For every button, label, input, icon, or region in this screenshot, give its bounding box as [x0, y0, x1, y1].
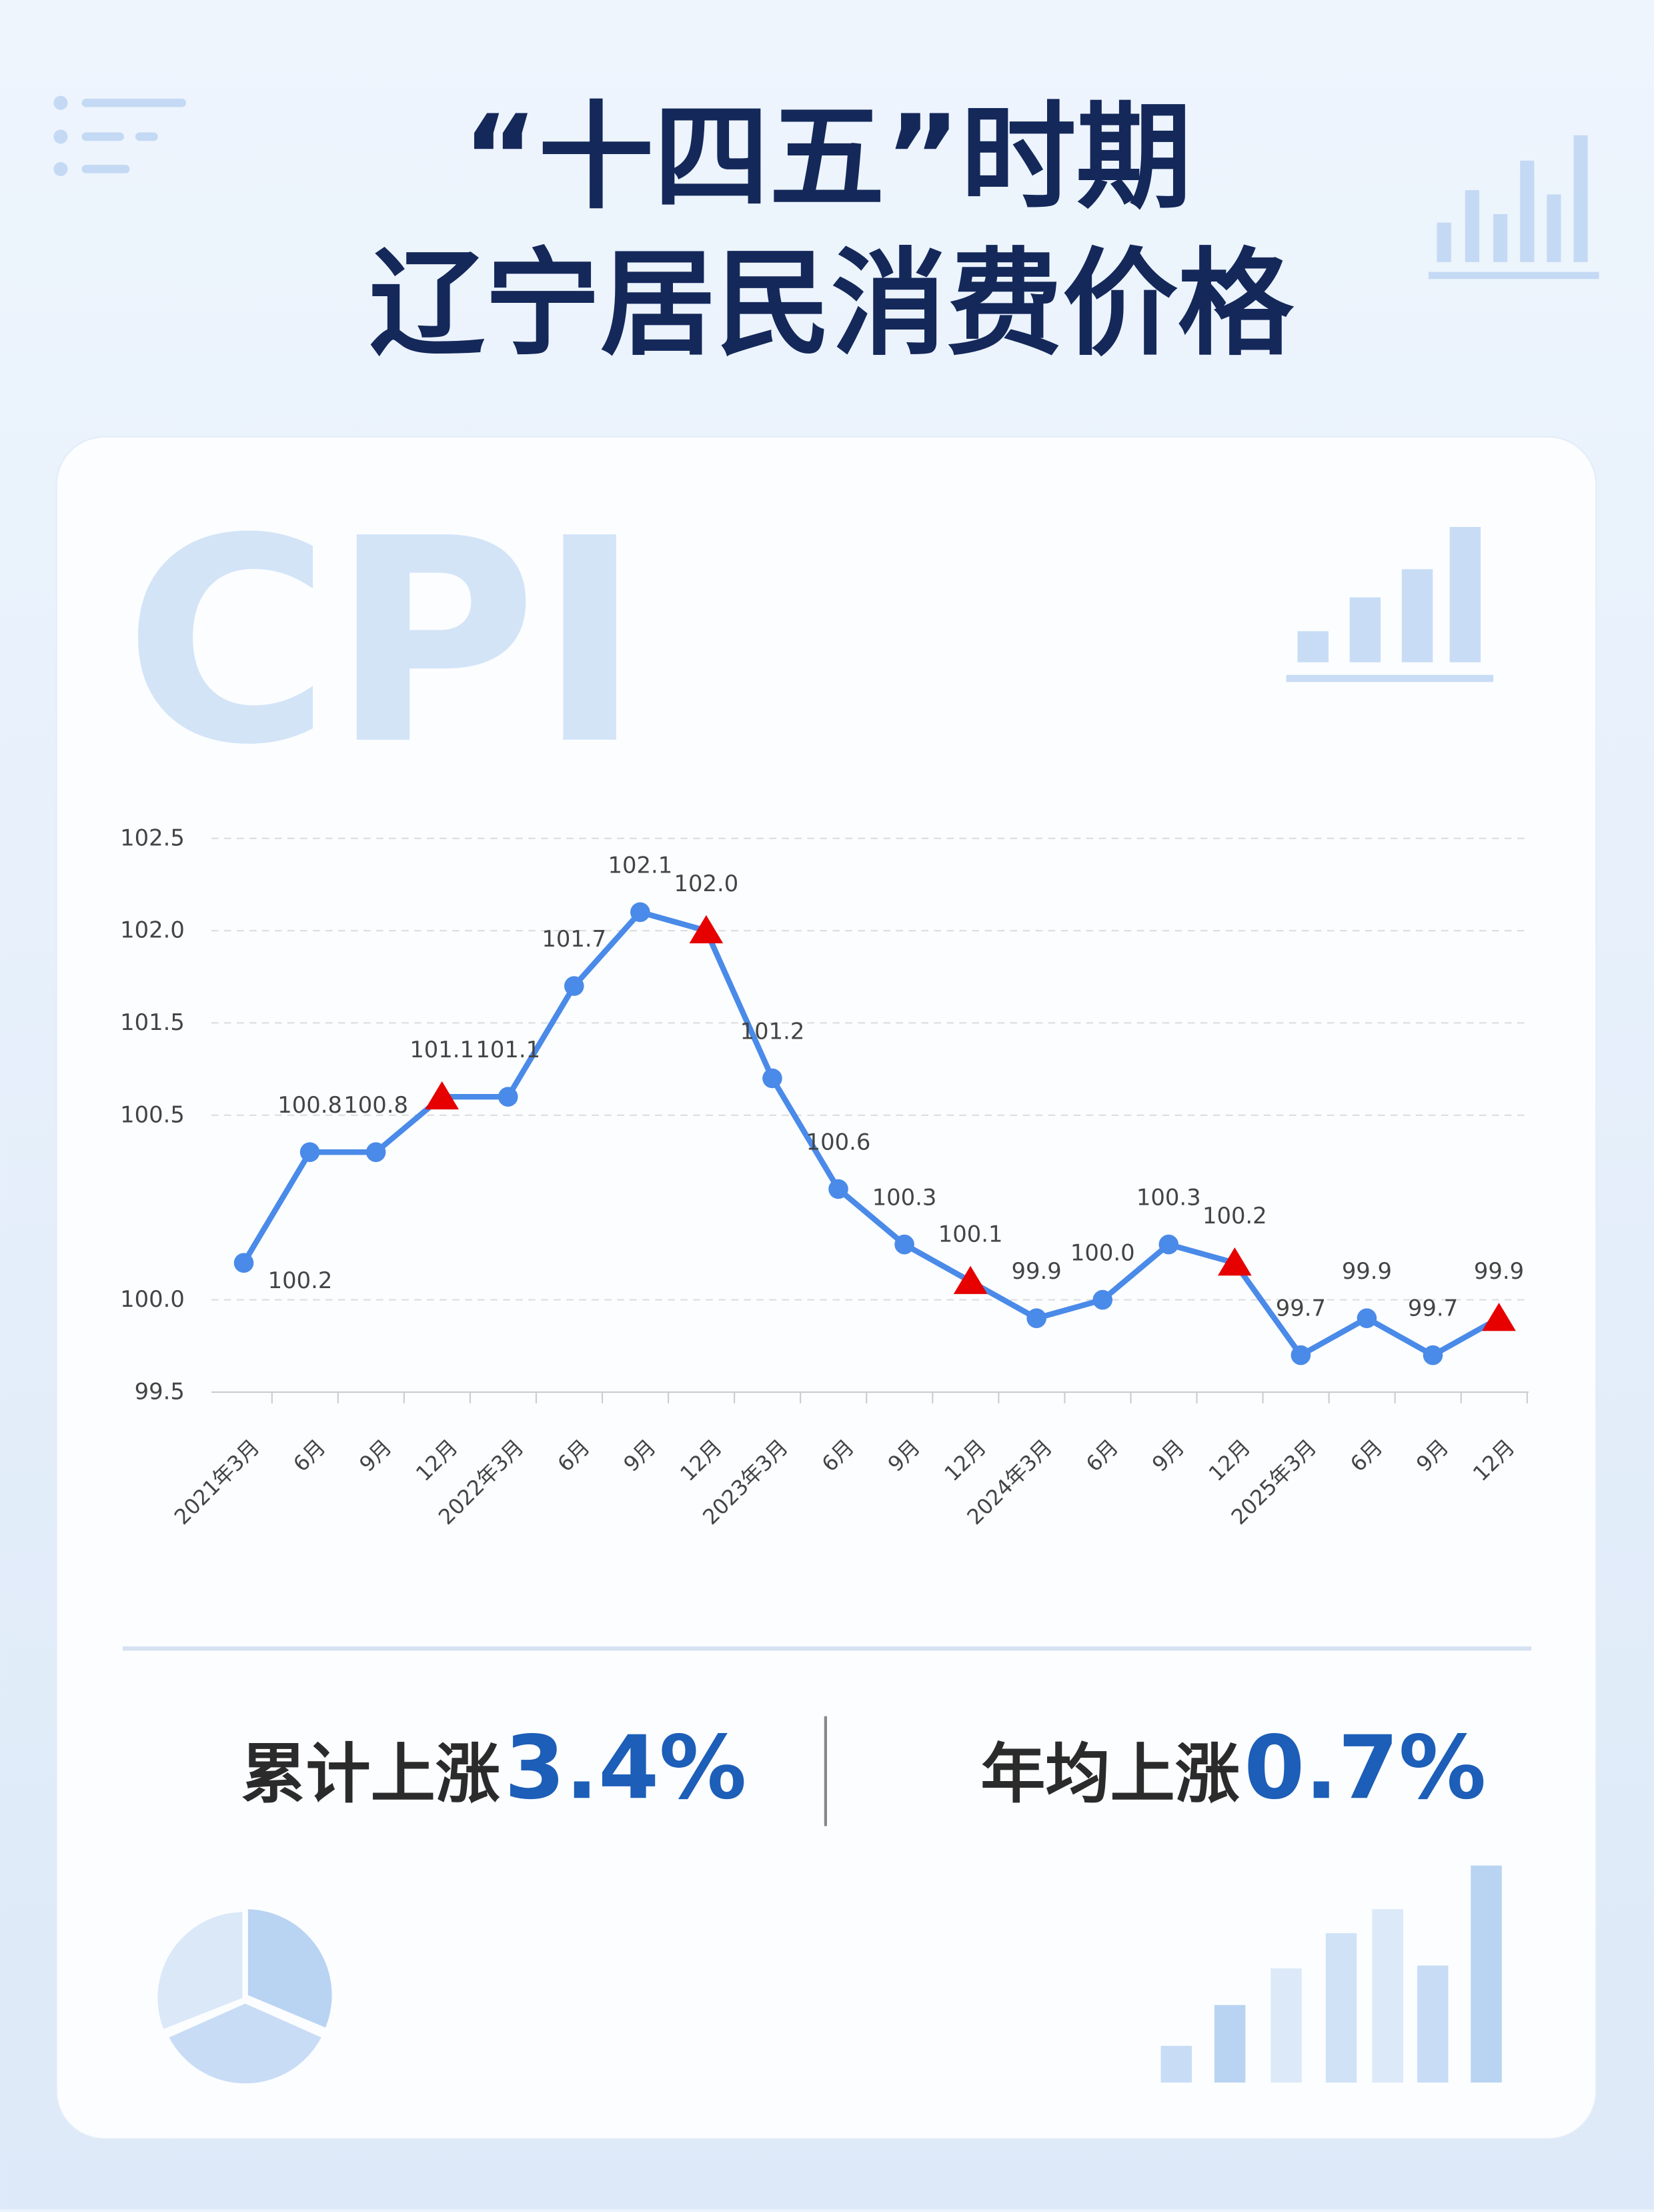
stat-value: 3.4%: [504, 1716, 746, 1818]
marker: [1423, 1345, 1443, 1365]
value-label: 100.6: [806, 1129, 871, 1155]
value-label: 100.8: [277, 1092, 342, 1118]
marker: [1158, 1234, 1179, 1255]
marker: [1357, 1308, 1377, 1329]
y-tick-label: 100.0: [120, 1286, 185, 1312]
marker: [828, 1179, 848, 1199]
title: “十四五”时期: [462, 90, 1192, 225]
card: [55, 436, 1597, 2140]
value-label: 99.7: [1276, 1295, 1326, 1321]
value-label: 99.7: [1408, 1295, 1458, 1321]
marker-triangle: [1482, 1302, 1516, 1331]
stat-label: 累计上涨: [241, 1736, 500, 1812]
line: [241, 909, 1501, 1358]
value-label: 100.2: [1202, 1203, 1267, 1229]
value-label: 101.2: [740, 1018, 805, 1044]
stat-value: 0.7%: [1244, 1716, 1486, 1818]
marker: [894, 1234, 914, 1255]
y-tick-label: 102.5: [120, 824, 185, 851]
value-label: 102.0: [674, 871, 739, 897]
value-label: 102.1: [608, 852, 672, 878]
value-label: 100.2: [268, 1267, 333, 1293]
watermark: CPI: [124, 478, 642, 806]
value-label: 100.0: [1070, 1239, 1135, 1265]
marker: [1291, 1345, 1311, 1365]
marker: [630, 902, 650, 923]
y-tick-label: 101.5: [120, 1009, 185, 1035]
stat-label: 年均上涨: [980, 1736, 1240, 1812]
marker-triangle: [1217, 1247, 1252, 1276]
value-label: 101.7: [542, 926, 606, 952]
value-label: 100.1: [938, 1221, 1003, 1247]
y-tick-label: 102.0: [120, 917, 185, 943]
decor-bars-bottom: [1160, 1865, 1502, 2083]
marker: [299, 1142, 320, 1162]
value-label: 101.1: [409, 1037, 474, 1063]
marker-triangle: [689, 915, 724, 944]
value-label: 99.9: [1012, 1258, 1062, 1284]
title: 辽宁居民消费价格: [369, 236, 1295, 371]
marker: [498, 1087, 518, 1107]
value-label: 100.3: [1136, 1184, 1201, 1210]
value-label: 100.8: [343, 1092, 408, 1118]
decor-list-icon: [53, 95, 186, 177]
value-label: 99.9: [1342, 1258, 1392, 1284]
marker: [365, 1142, 386, 1162]
marker: [1026, 1308, 1046, 1329]
decor-pie: [157, 1909, 332, 2084]
decor-bars-top: [1428, 135, 1599, 280]
value-label: 101.1: [476, 1037, 540, 1063]
marker: [233, 1253, 254, 1273]
marker-triangle: [953, 1265, 988, 1294]
decor-bars-card: [1286, 526, 1494, 682]
y-tick-label: 100.5: [120, 1101, 185, 1127]
y-tick-label: 99.5: [135, 1378, 185, 1404]
marker: [564, 976, 584, 996]
value-label: 99.9: [1474, 1258, 1524, 1284]
marker-triangle: [425, 1081, 460, 1110]
value-label: 100.3: [872, 1184, 937, 1210]
marker: [762, 1068, 782, 1089]
marker: [1092, 1289, 1113, 1310]
